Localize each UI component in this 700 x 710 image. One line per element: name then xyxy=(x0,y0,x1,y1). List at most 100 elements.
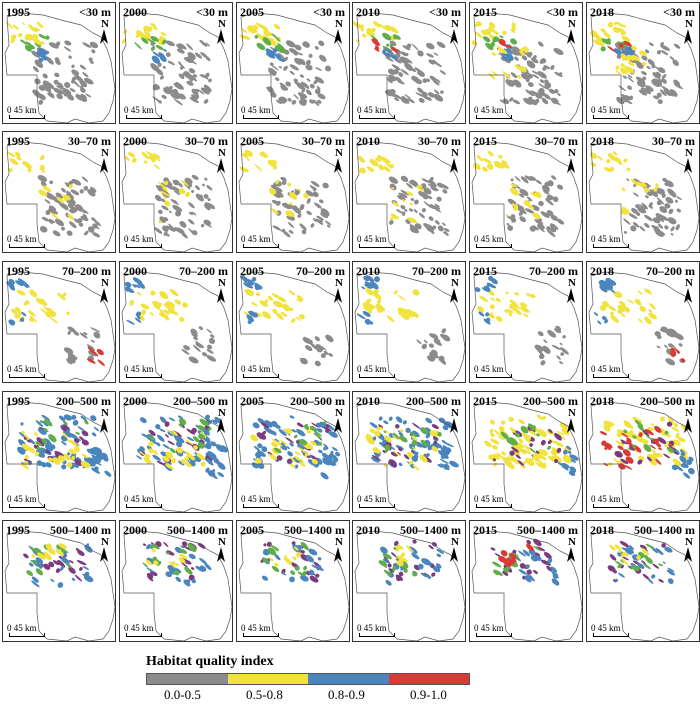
north-label: N xyxy=(218,536,226,548)
scale-bar xyxy=(126,504,162,508)
panel-elevation-band: 30–70 m xyxy=(535,134,578,148)
scale-label: 0 45 km xyxy=(474,364,504,374)
region-outline xyxy=(471,401,582,512)
region-outline xyxy=(4,271,115,382)
panel-elevation-band: <30 m xyxy=(196,5,228,19)
scale-label: 0 45 km xyxy=(7,364,37,374)
panel-year: 2015 xyxy=(473,264,497,278)
north-label: N xyxy=(101,277,109,289)
north-label: N xyxy=(568,18,576,30)
region-outline xyxy=(588,271,699,382)
legend-color-bar xyxy=(146,673,470,685)
habitat-patches xyxy=(589,151,683,237)
north-label: N xyxy=(218,18,226,30)
north-label: N xyxy=(451,147,459,159)
map-panel: 2005 70–200 m N 0 45 km xyxy=(236,261,350,383)
scale-bar xyxy=(126,374,162,378)
panel-year: 2000 xyxy=(123,394,147,408)
north-arrow-icon xyxy=(217,547,225,562)
region-outline xyxy=(354,271,465,382)
region-outline xyxy=(121,401,232,512)
habitat-patches xyxy=(357,154,450,236)
panel-elevation-band: 70–200 m xyxy=(529,264,578,278)
map-panel: 2005 500–1400 m N 0 45 km xyxy=(236,520,350,642)
north-label: N xyxy=(101,18,109,30)
habitat-map xyxy=(471,271,582,382)
north-label: N xyxy=(101,536,109,548)
region-outline xyxy=(471,271,582,382)
habitat-patches xyxy=(142,541,212,587)
map-panel: 2010 500–1400 m N 0 45 km xyxy=(352,520,466,642)
habitat-map xyxy=(588,530,699,641)
panel-elevation-band: 500–1400 m xyxy=(284,523,345,537)
north-label: N xyxy=(568,536,576,548)
scale-label: 0 45 km xyxy=(591,234,621,244)
north-arrow-icon xyxy=(684,29,692,44)
north-label: N xyxy=(568,277,576,289)
region-outline xyxy=(354,141,465,252)
map-panel: 2005 200–500 m N 0 45 km xyxy=(236,391,350,513)
panel-year: 2005 xyxy=(240,5,264,19)
north-arrow-icon xyxy=(567,547,575,562)
panel-elevation-band: <30 m xyxy=(313,5,345,19)
panel-elevation-band: 70–200 m xyxy=(646,264,695,278)
habitat-patches xyxy=(122,22,212,106)
panel-elevation-band: 30–70 m xyxy=(302,134,345,148)
scale-label: 0 45 km xyxy=(474,623,504,633)
habitat-map xyxy=(471,401,582,512)
map-panel: 2010 <30 m N 0 45 km xyxy=(352,2,466,124)
map-panel: 2018 <30 m N 0 45 km xyxy=(586,2,700,124)
map-panel: 2000 500–1400 m N 0 45 km xyxy=(119,520,233,642)
panel-year: 2015 xyxy=(473,394,497,408)
map-grid: 1995 <30 m N 0 45 km 2000 <30 m N 0 45 k… xyxy=(2,2,700,642)
habitat-map xyxy=(4,12,115,123)
scale-label: 0 45 km xyxy=(7,623,37,633)
panel-year: 2018 xyxy=(590,523,614,537)
north-label: N xyxy=(568,147,576,159)
north-arrow-icon xyxy=(567,418,575,433)
habitat-patches xyxy=(124,277,217,364)
habitat-map xyxy=(4,141,115,252)
scale-label: 0 45 km xyxy=(124,494,154,504)
map-panel: 2010 70–200 m N 0 45 km xyxy=(352,261,466,383)
legend-swatch-top xyxy=(388,674,469,684)
scale-bar xyxy=(243,115,279,119)
panel-year: 1995 xyxy=(6,523,30,537)
map-panel: 2018 500–1400 m N 0 45 km xyxy=(586,520,700,642)
panel-year: 2000 xyxy=(123,264,147,278)
scale-label: 0 45 km xyxy=(7,105,37,115)
habitat-map xyxy=(353,12,465,123)
scale-label: 0 45 km xyxy=(124,364,154,374)
north-arrow-icon xyxy=(684,158,692,173)
habitat-patches xyxy=(6,151,101,238)
panel-elevation-band: 200–500 m xyxy=(56,394,111,408)
scale-bar xyxy=(9,374,45,378)
scale-label: 0 45 km xyxy=(241,494,271,504)
region-outline xyxy=(121,12,232,123)
panel-elevation-band: 500–1400 m xyxy=(50,523,111,537)
region-outline xyxy=(588,401,699,512)
scale-label: 0 45 km xyxy=(591,364,621,374)
north-arrow-icon xyxy=(567,288,575,303)
north-arrow-icon xyxy=(217,288,225,303)
north-label: N xyxy=(685,147,693,159)
north-arrow-icon xyxy=(334,418,342,433)
habitat-patches xyxy=(353,20,447,104)
scale-bar xyxy=(476,504,512,508)
panel-year: 1995 xyxy=(6,134,30,148)
panel-elevation-band: 500–1400 m xyxy=(517,523,578,537)
north-label: N xyxy=(685,277,693,289)
map-panel: 2005 30–70 m N 0 45 km xyxy=(236,131,350,253)
scale-bar xyxy=(359,504,395,508)
north-arrow-icon xyxy=(450,288,458,303)
scale-bar xyxy=(126,115,162,119)
panel-year: 2005 xyxy=(240,264,264,278)
habitat-patches xyxy=(473,150,565,238)
north-arrow-icon xyxy=(450,158,458,173)
scale-bar xyxy=(243,504,279,508)
habitat-map xyxy=(238,401,349,512)
north-label: N xyxy=(335,277,343,289)
north-arrow-icon xyxy=(684,547,692,562)
habitat-patches xyxy=(471,21,564,106)
north-arrow-icon xyxy=(684,288,692,303)
